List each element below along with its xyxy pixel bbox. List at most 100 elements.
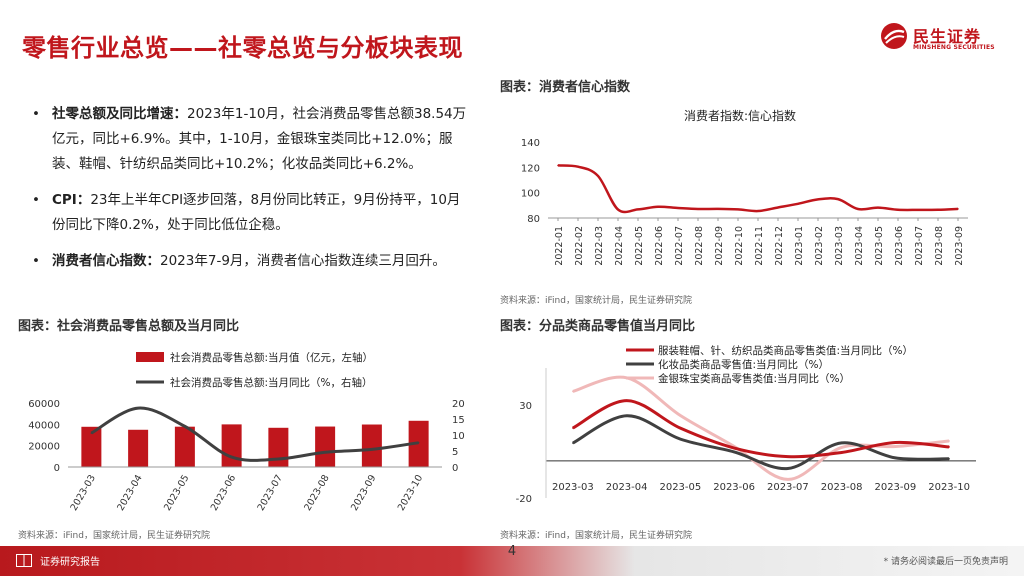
data-point [948, 458, 950, 460]
data-point [948, 446, 950, 448]
x-tick-label: 2022-11 [754, 226, 765, 266]
data-point [894, 441, 897, 444]
x-tick-label: 2023-02 [814, 226, 825, 266]
page-title: 零售行业总览——社零总览与分板块表现 [22, 34, 463, 62]
confidence-series-line [557, 164, 959, 214]
data-point [577, 165, 579, 168]
bullet-consumer-confidence: • 消费者信心指数：2023年7-9月，消费者信心指数连续三月回升。 [32, 253, 446, 269]
x-tick-label: 2023-06 [894, 226, 905, 266]
y-tick-label: 30 [519, 401, 532, 412]
x-tick-label: 2023-05 [874, 226, 885, 266]
confidence-chart: 消费者指数:信心指数 80 100 120 140 2022-01 2022-02 2022-… [521, 108, 968, 266]
retail-chart: 社会消费品零售总额:当月值（亿元，左轴） 社会消费品零售总额:当月同比（%，右轴）… [28, 351, 465, 513]
legend-swatch-bar [136, 352, 164, 362]
data-point [894, 445, 897, 448]
y-tick-label: 80 [527, 214, 540, 225]
x-tick-label: 2023-04 [115, 473, 144, 513]
category-series-line [572, 375, 950, 481]
bullet-head: 社零总额及同比增速： [52, 106, 187, 122]
data-point [617, 208, 619, 211]
logo-text-en: MINSHENG SECURITIES [913, 44, 995, 51]
data-point [840, 442, 843, 444]
legend-label: 化妆品类商品零售值:当月同比（%） [658, 358, 829, 371]
category-chart: 服装鞋帽、针、纺织品类商品零售类值:当月同比（%）化妆品类商品零售值:当月同比（… [516, 344, 976, 505]
data-point [787, 455, 789, 458]
x-tick-label: 2022-05 [634, 226, 645, 266]
x-tick-label: 2023-09 [954, 226, 965, 266]
x-tick-label: 2022-01 [554, 226, 565, 266]
data-point [625, 414, 628, 417]
y-left-tick-label: 60000 [28, 399, 60, 410]
data-point [817, 198, 819, 201]
x-tick-label: 2023-09 [349, 473, 378, 513]
data-point [857, 208, 859, 210]
data-point [572, 442, 574, 444]
x-tick-label: 2023-07 [767, 482, 809, 493]
page-number: 4 [507, 544, 517, 559]
data-point [787, 467, 789, 470]
y-right-tick-label: 20 [452, 399, 465, 410]
confidence-panel-title: 图表：消费者信心指数 [500, 80, 631, 95]
bullet-retail-sales: • 社零总额及同比增速：2023年1-10月，社会消费品零售总额38.54万亿元，… [32, 106, 467, 172]
y-tick-label: 120 [521, 163, 540, 174]
category-panel-title: 图表：分品类商品零售值当月同比 [500, 319, 696, 334]
y-tick-label: -20 [516, 494, 532, 505]
logo-mark-icon [881, 23, 907, 49]
x-tick-label: 2023-10 [396, 473, 425, 513]
data-point [679, 414, 682, 417]
data-point [657, 205, 659, 208]
bar [221, 424, 242, 467]
bullet-head: 消费者信心指数： [52, 253, 160, 269]
data-point [697, 208, 699, 210]
logo-text-cn: 民生证券 [913, 27, 982, 46]
data-point [877, 206, 879, 209]
data-point [371, 448, 373, 451]
data-point [717, 208, 719, 210]
data-point [917, 209, 919, 211]
x-tick-label: 2023-05 [659, 482, 701, 493]
x-tick-label: 2023-07 [256, 473, 285, 513]
x-tick-label: 2022-02 [574, 226, 585, 266]
data-point [894, 457, 897, 459]
bar [315, 426, 336, 467]
x-tick-label: 2023-01 [794, 226, 805, 266]
x-tick-label: 2023-03 [834, 226, 845, 266]
bullet-cpi: • CPI：23年上半年CPI逐步回落，8月份同比转正，9月份持平，10月份同比下… [32, 192, 461, 233]
bar [174, 426, 195, 467]
x-tick-label: 2022-03 [594, 226, 605, 266]
category-series-line [572, 414, 950, 470]
bar [81, 426, 102, 467]
data-point [572, 427, 574, 429]
x-tick-label: 2022-09 [714, 226, 725, 266]
data-point [230, 456, 233, 458]
bar [128, 429, 149, 467]
footer-label: 证券研究报告 [40, 557, 100, 568]
data-point [637, 208, 639, 211]
x-tick-label: 2023-08 [821, 482, 863, 493]
bullet-body: 23年上半年CPI逐步回落，8月份同比转正，9月份持平，10月份同比下降0.2%… [52, 192, 461, 233]
x-tick-label: 2023-03 [552, 482, 594, 493]
footer-bar: 证券研究报告 4 * 请务必阅读最后一页免责声明 [0, 544, 1024, 576]
legend-label: 金银珠宝类商品零售类值:当月同比（%） [658, 372, 850, 385]
x-tick-label: 2023-05 [162, 473, 191, 513]
x-tick-label: 2022-04 [614, 226, 625, 266]
x-tick-label: 2023-04 [606, 482, 648, 493]
data-point [937, 208, 939, 211]
brand-logo: 民生证券 MINSHENG SECURITIES [880, 22, 1010, 58]
data-point [757, 210, 759, 212]
data-point [837, 198, 839, 200]
data-point [957, 208, 959, 210]
data-point [840, 446, 843, 449]
bar [268, 427, 289, 467]
x-tick-label: 2022-12 [774, 226, 785, 266]
data-point [277, 458, 280, 460]
x-tick-label: 2023-08 [934, 226, 945, 266]
bullet-body: 2023年1-10月，社会消费品零售总额38.54万亿元，同比+6.9%。其中，… [52, 106, 467, 172]
data-point [787, 478, 789, 481]
data-point [679, 438, 682, 440]
y-left-tick-label: 20000 [28, 442, 60, 453]
y-tick-label: 100 [521, 189, 540, 200]
chart-title: 消费者指数:信心指数 [684, 108, 796, 123]
data-point [677, 207, 679, 209]
legend-label: 服装鞋帽、针、纺织品类商品零售类值:当月同比（%） [658, 344, 913, 357]
